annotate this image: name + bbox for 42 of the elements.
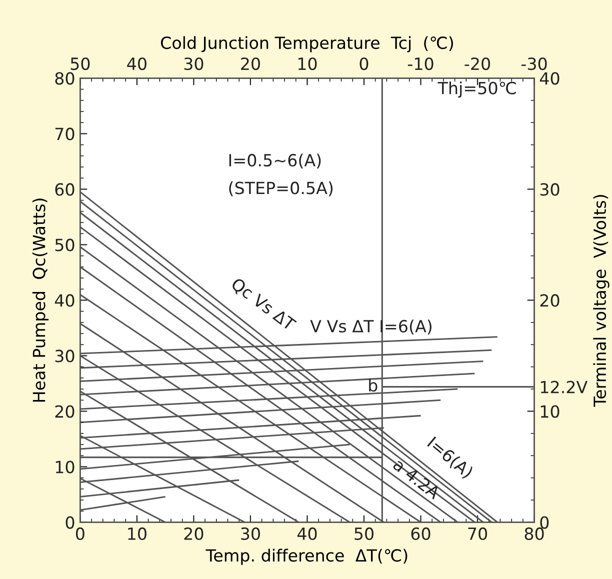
y2-tick-label: 30	[540, 183, 560, 196]
y2-tick-label: 40	[540, 72, 560, 85]
x2-tick-label: 50	[70, 57, 90, 70]
y-axis-title: Heat Pumped Qc(Watts)	[32, 198, 49, 402]
y2-axis-title: Terminal voltage V(Volts)	[593, 195, 610, 407]
annotation: I=0.5∼6(A)	[229, 154, 321, 168]
y-tick-label: 50	[55, 238, 74, 252]
x2-tick-label: -10	[408, 57, 434, 70]
x2-tick-label: 40	[127, 57, 146, 70]
x-tick-label: 10	[128, 527, 146, 540]
annotation: Thj=50℃	[438, 81, 516, 98]
y-tick-label: 60	[55, 183, 74, 196]
x2-tick-label: -30	[521, 57, 547, 70]
x-tick-label: 50	[354, 527, 374, 540]
x2-axis-title: Cold Junction Temperature Tcj (℃)	[160, 36, 453, 52]
x2-tick-label: 30	[184, 57, 204, 70]
y-tick-label: 40	[54, 294, 74, 307]
y-tick-label: 0	[66, 516, 74, 529]
y2-tick-label: 20	[540, 294, 560, 307]
annotation: Qc Vs ΔT	[229, 277, 297, 333]
y-tick-label: 80	[55, 72, 74, 85]
x-tick-label: 70	[468, 527, 488, 540]
y2-tick-label: 10	[540, 405, 560, 418]
y2-tick-label: 12.2V	[540, 380, 588, 394]
x2-tick-label: 20	[241, 57, 260, 70]
y-tick-label: 10	[56, 460, 74, 474]
x2-tick-label: 0	[360, 57, 368, 70]
x-axis-title: Temp. difference ΔT(℃)	[206, 548, 408, 565]
y-tick-label: 30	[55, 350, 74, 362]
x-tick-label: 20	[184, 527, 204, 540]
y-tick-label: 70	[55, 128, 74, 140]
y2-tick-label: 0	[540, 516, 549, 529]
x-tick-label: 0	[76, 527, 84, 540]
x-tick-label: 80	[524, 527, 544, 540]
x-tick-label: 60	[411, 527, 430, 540]
annotation: (STEP=0.5A)	[229, 181, 333, 196]
annotation: b	[369, 378, 378, 392]
x-tick-label: 40	[297, 527, 317, 540]
y-tick-label: 20	[55, 405, 74, 418]
x2-tick-label: 10	[298, 57, 317, 70]
x2-tick-label: -20	[464, 57, 490, 70]
x-tick-label: 30	[241, 527, 260, 540]
